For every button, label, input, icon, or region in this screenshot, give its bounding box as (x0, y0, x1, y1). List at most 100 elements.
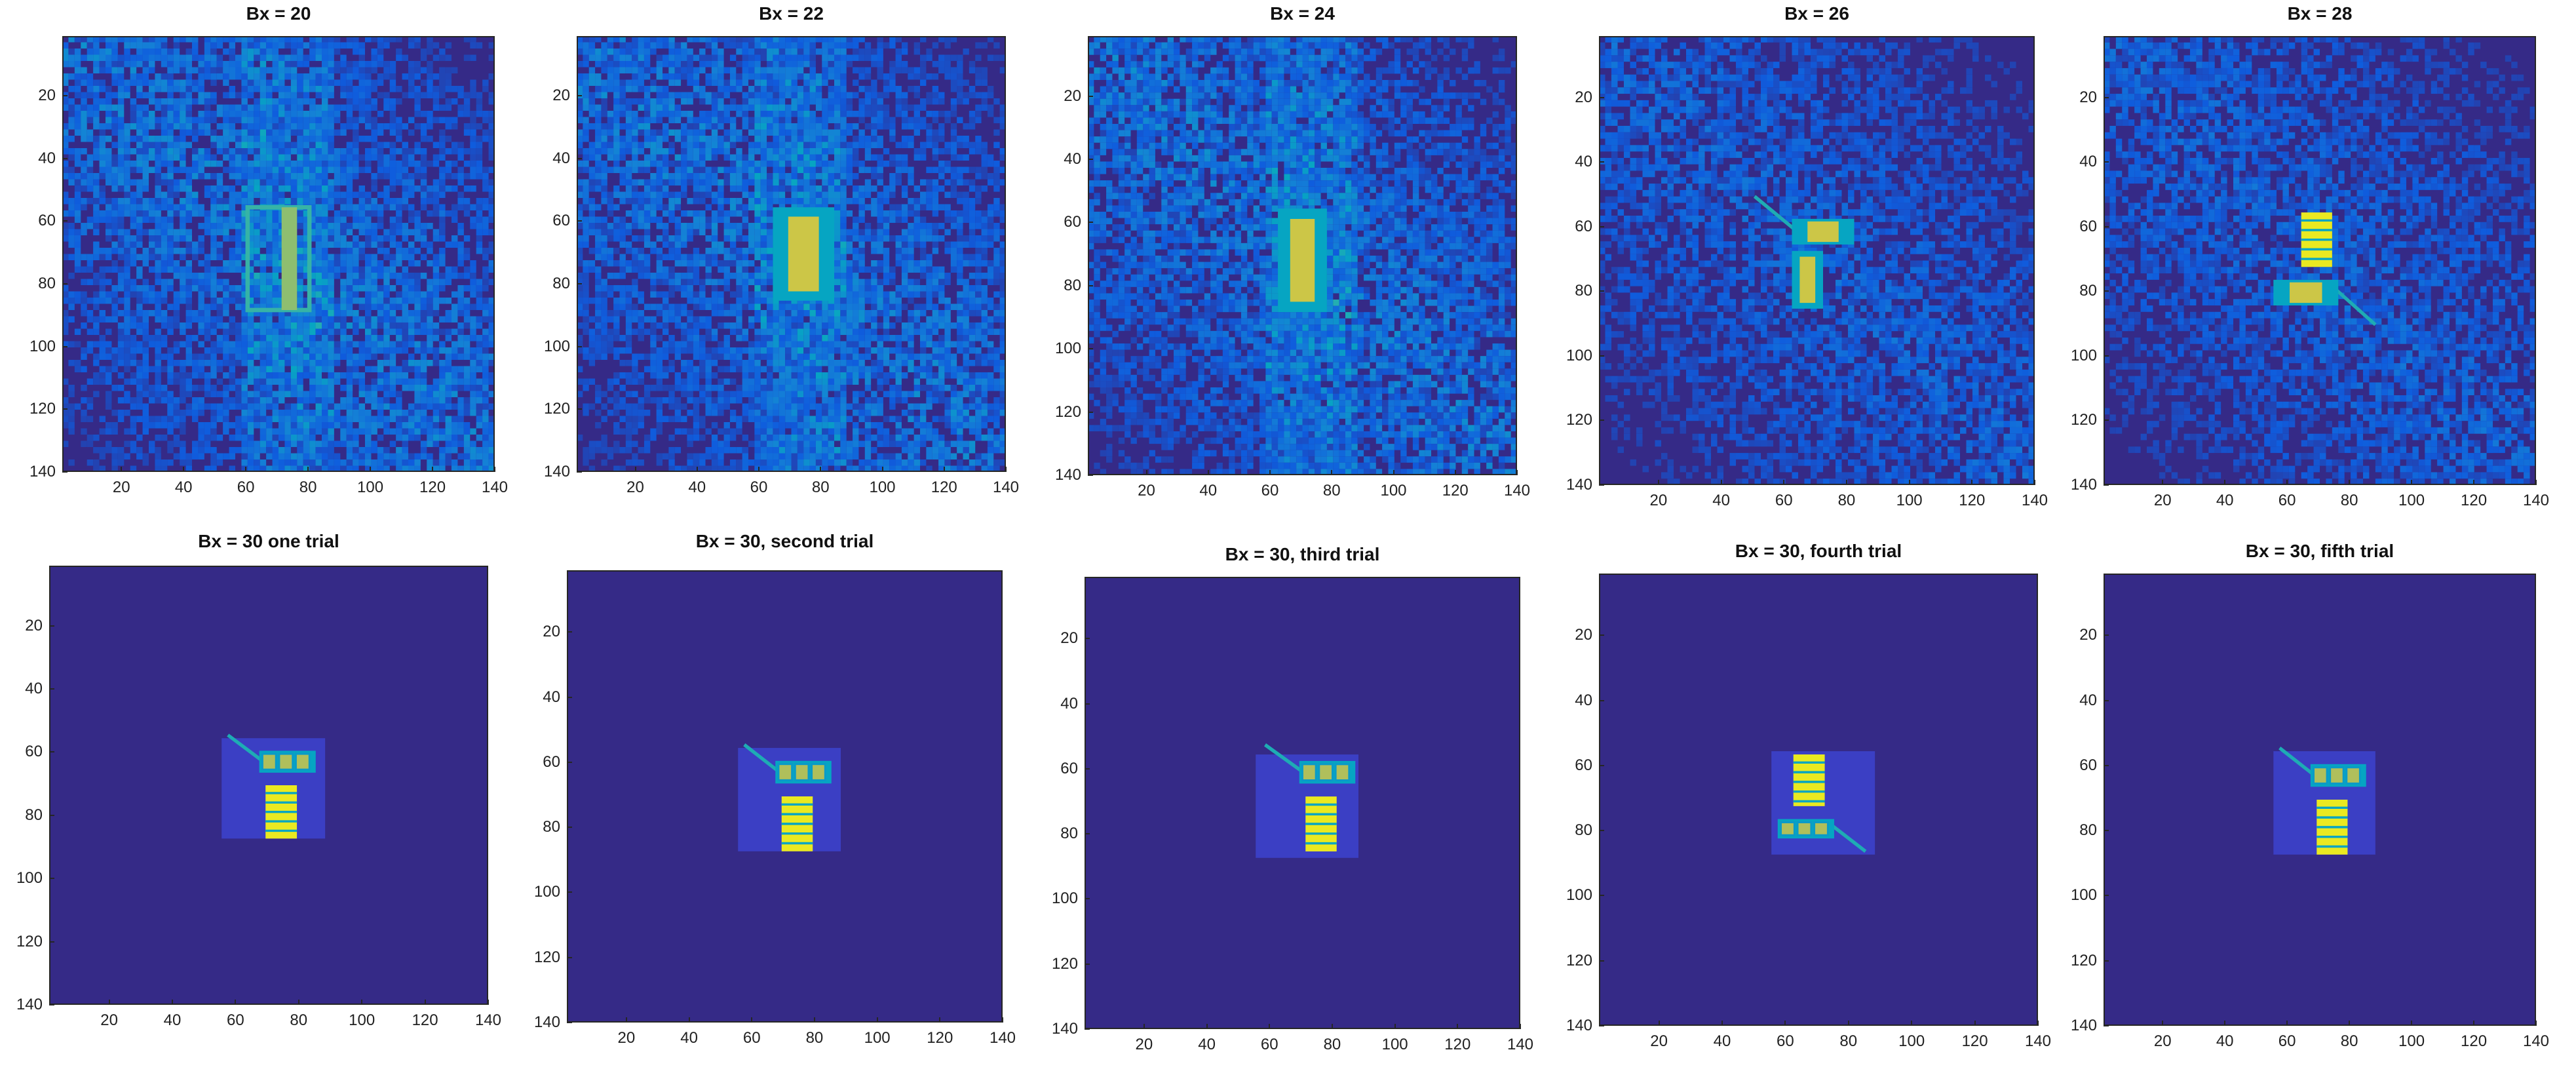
object-arm-core (281, 207, 298, 310)
y-tick-mark (577, 157, 582, 159)
y-tick-label: 40 (552, 149, 570, 167)
chart-title: Bx = 22 (759, 3, 824, 24)
y-tick-mark (62, 408, 67, 410)
noise-layer (1599, 36, 2035, 485)
y-tick-mark (2104, 484, 2109, 486)
solar-cell (794, 763, 810, 781)
x-tick-mark (1908, 480, 1910, 485)
x-tick-mark (634, 467, 636, 472)
x-tick-mark (1911, 1021, 1913, 1026)
x-tick-label: 60 (227, 1011, 244, 1029)
y-tick-mark (1088, 348, 1093, 350)
y-tick-label: 100 (543, 337, 570, 355)
x-tick-mark (1331, 1024, 1333, 1029)
x-tick-label: 20 (1650, 1032, 1668, 1050)
x-tick-label: 100 (2398, 1032, 2425, 1050)
y-tick-label: 140 (1566, 1017, 1592, 1034)
y-tick-label: 60 (2079, 756, 2097, 774)
y-tick-label: 100 (29, 337, 56, 355)
x-tick-mark (370, 467, 372, 472)
x-tick-mark (2535, 480, 2537, 485)
heatmap-svg (567, 570, 1003, 1023)
object-arm-core (2290, 282, 2322, 303)
x-tick-label: 100 (1380, 482, 1407, 499)
y-tick-label: 120 (543, 400, 570, 418)
object-arm-core (1290, 219, 1315, 302)
x-tick-label: 120 (412, 1011, 438, 1029)
y-tick-mark (49, 814, 54, 816)
x-tick-label: 60 (1261, 482, 1279, 499)
x-tick-mark (2162, 480, 2164, 485)
x-tick-mark (625, 1017, 627, 1023)
y-tick-label: 140 (29, 463, 56, 480)
y-tick-label: 80 (25, 806, 43, 824)
x-tick-label: 100 (357, 478, 384, 496)
x-tick-label: 40 (163, 1011, 182, 1029)
y-tick-mark (567, 696, 572, 698)
y-tick-mark (62, 94, 67, 96)
noise-layer (1088, 36, 1517, 475)
x-tick-label: 140 (1503, 482, 1531, 499)
chart-title: Bx = 30, second trial (695, 531, 874, 551)
solar-cell (1318, 763, 1334, 781)
x-tick-mark (1269, 1024, 1271, 1029)
y-tick-mark (2104, 96, 2109, 98)
y-tick-label: 40 (1575, 153, 1592, 171)
y-tick-mark (1088, 95, 1093, 97)
x-tick-label: 140 (2021, 492, 2048, 509)
x-tick-label: 140 (2522, 492, 2550, 509)
x-tick-mark (2411, 1021, 2413, 1026)
heatmap-svg (577, 36, 1006, 472)
x-tick-label: 120 (2461, 492, 2488, 509)
x-tick-mark (939, 1017, 941, 1023)
solar-cell (295, 752, 311, 771)
x-tick-mark (488, 1000, 489, 1005)
chart-title: Bx = 30, fifth trial (2245, 541, 2394, 561)
x-tick-mark (2286, 480, 2288, 485)
y-tick-label: 40 (2079, 153, 2097, 171)
y-tick-mark (49, 878, 54, 880)
x-tick-label: 80 (290, 1011, 308, 1029)
y-tick-mark (567, 761, 572, 763)
heatmap-image (2104, 574, 2536, 1026)
x-tick-label: 20 (1138, 482, 1155, 499)
y-tick-mark (2104, 161, 2109, 163)
x-tick-label: 140 (2522, 1032, 2550, 1050)
y-tick-label: 100 (1566, 886, 1592, 905)
x-tick-label: 140 (989, 1029, 1016, 1047)
x-tick-label: 40 (2216, 492, 2234, 509)
y-tick-label: 20 (552, 86, 570, 104)
y-tick-mark (1088, 222, 1093, 224)
solar-cell (811, 763, 826, 781)
x-tick-label: 140 (992, 478, 1020, 496)
solar-cell (777, 763, 794, 781)
heatmap-svg (49, 566, 488, 1005)
x-tick-mark (298, 1000, 299, 1005)
x-tick-mark (876, 1017, 878, 1023)
x-tick-label: 40 (1198, 1036, 1216, 1053)
y-tick-label: 60 (1060, 759, 1078, 777)
y-tick-mark (1088, 411, 1093, 413)
y-tick-label: 120 (1051, 954, 1078, 973)
y-tick-mark (2104, 634, 2109, 636)
x-tick-mark (2224, 1021, 2226, 1026)
solar-cell (2313, 766, 2328, 785)
y-tick-label: 100 (16, 869, 43, 888)
x-tick-label: 40 (688, 478, 706, 496)
chart-title: Bx = 28 (2287, 3, 2353, 24)
heatmap-image (1085, 577, 1520, 1029)
y-tick-mark (1599, 419, 1604, 421)
y-tick-label: 60 (2079, 217, 2097, 235)
y-tick-mark (1599, 161, 1604, 163)
x-tick-label: 80 (811, 478, 830, 496)
y-tick-mark (62, 471, 67, 473)
heatmap-svg (1599, 36, 2035, 485)
y-tick-label: 60 (25, 743, 43, 761)
y-tick-label: 20 (1575, 88, 1592, 106)
x-tick-label: 100 (1898, 1032, 1925, 1050)
y-tick-mark (567, 891, 572, 893)
y-tick-mark (62, 345, 67, 347)
y-tick-mark (577, 345, 582, 347)
x-tick-mark (1658, 1021, 1660, 1026)
y-tick-label: 20 (2079, 626, 2097, 644)
